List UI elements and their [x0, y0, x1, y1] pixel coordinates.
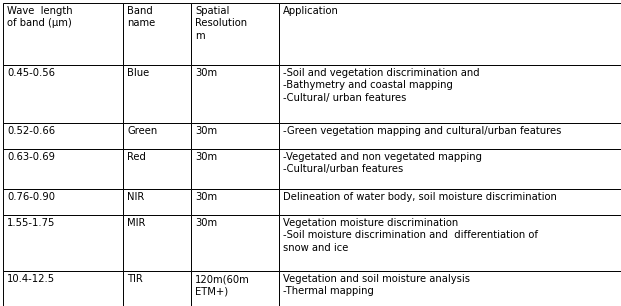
Bar	[191, 271, 279, 306]
Bar	[3, 189, 123, 215]
Text: Delineation of water body, soil moisture discrimination: Delineation of water body, soil moisture…	[283, 192, 557, 202]
Text: Blue: Blue	[127, 68, 149, 78]
Text: 30m: 30m	[195, 126, 217, 136]
Text: Vegetation moisture discrimination
-Soil moisture discrimination and  differenti: Vegetation moisture discrimination -Soil…	[283, 218, 538, 253]
Text: -Vegetated and non vegetated mapping
-Cultural/urban features: -Vegetated and non vegetated mapping -Cu…	[283, 152, 482, 174]
Bar	[123, 123, 191, 149]
Bar	[3, 271, 123, 306]
Bar	[191, 65, 279, 123]
Text: MIR: MIR	[127, 218, 145, 228]
Text: Spatial
Resolution
m: Spatial Resolution m	[195, 6, 247, 41]
Bar	[279, 123, 621, 149]
Bar	[191, 189, 279, 215]
Text: Vegetation and soil moisture analysis
-Thermal mapping: Vegetation and soil moisture analysis -T…	[283, 274, 470, 297]
Bar	[123, 271, 191, 306]
Text: 30m: 30m	[195, 218, 217, 228]
Bar	[191, 3, 279, 65]
Text: Wave  length
of band (μm): Wave length of band (μm)	[7, 6, 73, 28]
Text: 30m: 30m	[195, 152, 217, 162]
Text: 0.45-0.56: 0.45-0.56	[7, 68, 55, 78]
Text: Application: Application	[283, 6, 339, 16]
Bar	[3, 149, 123, 189]
Bar	[279, 215, 621, 271]
Bar	[279, 149, 621, 189]
Bar	[123, 215, 191, 271]
Text: 0.76-0.90: 0.76-0.90	[7, 192, 55, 202]
Text: Green: Green	[127, 126, 157, 136]
Text: 30m: 30m	[195, 192, 217, 202]
Bar	[123, 3, 191, 65]
Text: 0.63-0.69: 0.63-0.69	[7, 152, 55, 162]
Bar	[191, 215, 279, 271]
Bar	[279, 189, 621, 215]
Bar	[279, 3, 621, 65]
Text: 10.4-12.5: 10.4-12.5	[7, 274, 55, 284]
Text: NIR: NIR	[127, 192, 144, 202]
Bar	[191, 123, 279, 149]
Bar	[123, 65, 191, 123]
Bar	[279, 65, 621, 123]
Bar	[3, 123, 123, 149]
Text: -Soil and vegetation discrimination and
-Bathymetry and coastal mapping
-Cultura: -Soil and vegetation discrimination and …	[283, 68, 479, 103]
Text: 0.52-0.66: 0.52-0.66	[7, 126, 55, 136]
Bar	[191, 149, 279, 189]
Text: -Green vegetation mapping and cultural/urban features: -Green vegetation mapping and cultural/u…	[283, 126, 561, 136]
Bar	[3, 215, 123, 271]
Bar	[3, 3, 123, 65]
Bar	[123, 149, 191, 189]
Bar	[123, 189, 191, 215]
Text: Band
name: Band name	[127, 6, 155, 28]
Bar	[279, 271, 621, 306]
Text: TIR: TIR	[127, 274, 143, 284]
Text: Red: Red	[127, 152, 146, 162]
Text: 120m(60m
ETM+): 120m(60m ETM+)	[195, 274, 250, 297]
Text: 1.55-1.75: 1.55-1.75	[7, 218, 55, 228]
Text: 30m: 30m	[195, 68, 217, 78]
Bar	[3, 65, 123, 123]
